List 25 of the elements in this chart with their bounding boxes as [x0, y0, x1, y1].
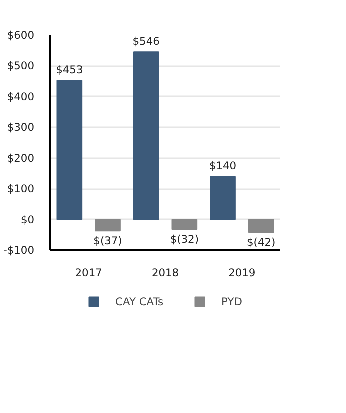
y-tick-label: $300: [7, 121, 35, 134]
data-label: $(42): [247, 236, 276, 249]
data-label: $140: [209, 159, 237, 172]
bar: [210, 176, 236, 220]
data-label: $546: [132, 34, 160, 48]
y-tick-label: $600: [7, 29, 35, 42]
data-label: $(32): [170, 232, 199, 246]
bar: [95, 219, 121, 232]
bar: [56, 80, 83, 220]
data-label: $453: [56, 63, 84, 76]
bar: [248, 219, 274, 234]
y-tick-label: -$100: [4, 244, 35, 257]
bar: [133, 52, 160, 220]
y-tick-label: $0: [20, 213, 35, 226]
legend-label: CAY CATs: [116, 295, 164, 308]
x-tick-label: 2019: [228, 266, 256, 280]
data-label: $(37): [94, 234, 122, 248]
bar: [172, 219, 198, 230]
y-tick-label: $100: [7, 182, 35, 196]
x-tick-label: 2017: [75, 266, 102, 280]
x-tick-label: 2018: [152, 266, 180, 280]
y-tick-label: $500: [7, 60, 35, 73]
y-tick-label: $400: [7, 90, 35, 104]
legend-label: PYD: [222, 295, 242, 308]
y-tick-label: $200: [7, 152, 35, 165]
